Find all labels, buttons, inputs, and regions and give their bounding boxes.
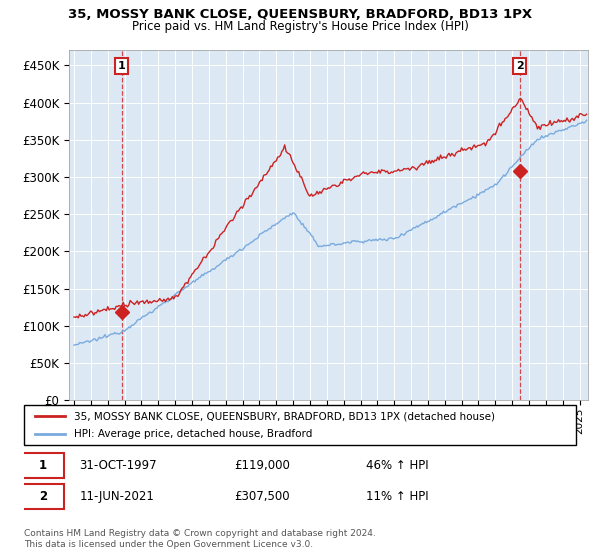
Text: 11-JUN-2021: 11-JUN-2021 [79, 490, 154, 503]
FancyBboxPatch shape [21, 484, 64, 508]
Text: 1: 1 [118, 61, 125, 71]
FancyBboxPatch shape [21, 453, 64, 478]
Text: 1: 1 [39, 459, 47, 472]
Text: 11% ↑ HPI: 11% ↑ HPI [366, 490, 429, 503]
Text: 35, MOSSY BANK CLOSE, QUEENSBURY, BRADFORD, BD13 1PX (detached house): 35, MOSSY BANK CLOSE, QUEENSBURY, BRADFO… [74, 411, 494, 421]
Text: £119,000: £119,000 [234, 459, 290, 472]
Text: 31-OCT-1997: 31-OCT-1997 [79, 459, 157, 472]
Text: Contains HM Land Registry data © Crown copyright and database right 2024.
This d: Contains HM Land Registry data © Crown c… [24, 529, 376, 549]
Text: 2: 2 [39, 490, 47, 503]
Text: 46% ↑ HPI: 46% ↑ HPI [366, 459, 429, 472]
Text: 35, MOSSY BANK CLOSE, QUEENSBURY, BRADFORD, BD13 1PX: 35, MOSSY BANK CLOSE, QUEENSBURY, BRADFO… [68, 8, 532, 21]
Text: 2: 2 [516, 61, 523, 71]
FancyBboxPatch shape [24, 405, 576, 445]
Text: £307,500: £307,500 [234, 490, 289, 503]
Text: HPI: Average price, detached house, Bradford: HPI: Average price, detached house, Brad… [74, 429, 312, 439]
Text: Price paid vs. HM Land Registry's House Price Index (HPI): Price paid vs. HM Land Registry's House … [131, 20, 469, 32]
